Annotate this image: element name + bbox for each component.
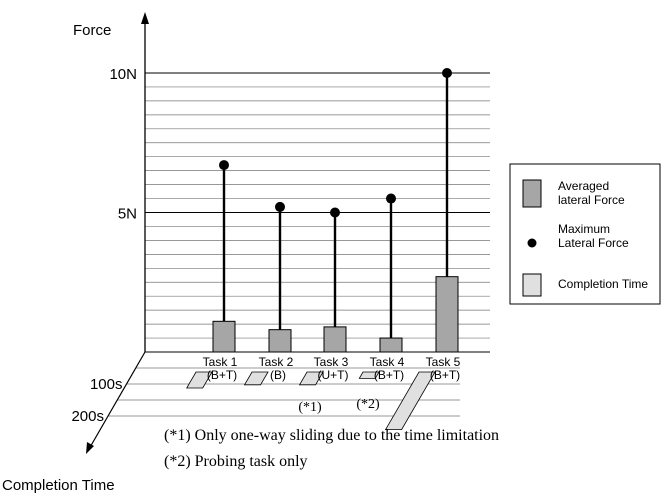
- depth-tick-label: 100s: [90, 376, 123, 393]
- legend-marker-dot: [527, 238, 537, 248]
- legend-label: Averaged: [558, 179, 609, 193]
- y-axis-arrow: [141, 12, 149, 24]
- averaged-force-bar: [379, 337, 403, 353]
- category-labels: Task 1(B+T)Task 2(B)Task 3(U+T)Task 4(B+…: [203, 355, 461, 382]
- averaged-force-bar: [435, 276, 459, 353]
- annotations: (*1) (*2) (*1) Only one-way sliding due to…: [164, 397, 499, 470]
- category-label: Task 4: [370, 355, 405, 369]
- annotation-mark: (*2): [356, 397, 380, 412]
- category-label: Task 2: [259, 355, 294, 369]
- y-tick-labels: 5N 10N: [109, 66, 137, 223]
- depth-axis-arrow: [86, 442, 94, 454]
- y-axis-title: Force: [73, 22, 111, 39]
- averaged-force-bar: [323, 326, 347, 353]
- max-force-point: [275, 201, 285, 212]
- max-force-point: [330, 207, 340, 218]
- category-sublabel: (U+T): [318, 368, 349, 382]
- annotation-mark: (*1): [298, 400, 322, 415]
- gridlines: [145, 72, 490, 339]
- legend-label: Lateral Force: [558, 236, 629, 250]
- y-tick-label: 10N: [109, 66, 137, 83]
- depth-axis-title: Completion Time: [2, 477, 115, 494]
- legend-label: Maximum: [558, 222, 610, 236]
- legend-marker-bar: [522, 179, 542, 208]
- axes: Force Completion Time: [2, 12, 490, 494]
- averaged-force-bar: [212, 320, 236, 353]
- y-tick-label: 5N: [118, 206, 137, 223]
- completion-time-bars: [186, 371, 436, 431]
- completion-time-bar: [186, 371, 213, 389]
- completion-time-bar: [298, 371, 324, 386]
- legend-label: Completion Time: [558, 277, 648, 291]
- max-force-point: [442, 68, 452, 78]
- category-label: Task 1: [203, 355, 238, 369]
- completion-time-bar: [384, 371, 436, 431]
- footnote: (*1) Only one-way sliding due to the tim…: [164, 427, 499, 444]
- category-label: Task 3: [314, 355, 349, 369]
- max-force-stems: [219, 68, 452, 339]
- category-label: Task 5: [426, 355, 461, 369]
- category-sublabel: (B): [270, 368, 286, 382]
- completion-time-bar: [243, 371, 269, 386]
- completion-time-bar: [358, 371, 380, 379]
- depth-tick-label: 200s: [71, 408, 104, 425]
- category-sublabel: (B+T): [374, 368, 404, 382]
- category-sublabel: (B+T): [207, 368, 237, 382]
- footnote: (*2) Probing task only: [164, 453, 308, 470]
- max-force-point: [219, 160, 229, 171]
- depth-axis: [88, 351, 146, 450]
- legend-label: lateral Force: [558, 193, 625, 207]
- averaged-force-bar: [268, 329, 292, 353]
- legend-marker-depth-bar: [522, 273, 542, 297]
- max-force-point: [386, 193, 396, 204]
- category-sublabel: (B+T): [430, 368, 460, 382]
